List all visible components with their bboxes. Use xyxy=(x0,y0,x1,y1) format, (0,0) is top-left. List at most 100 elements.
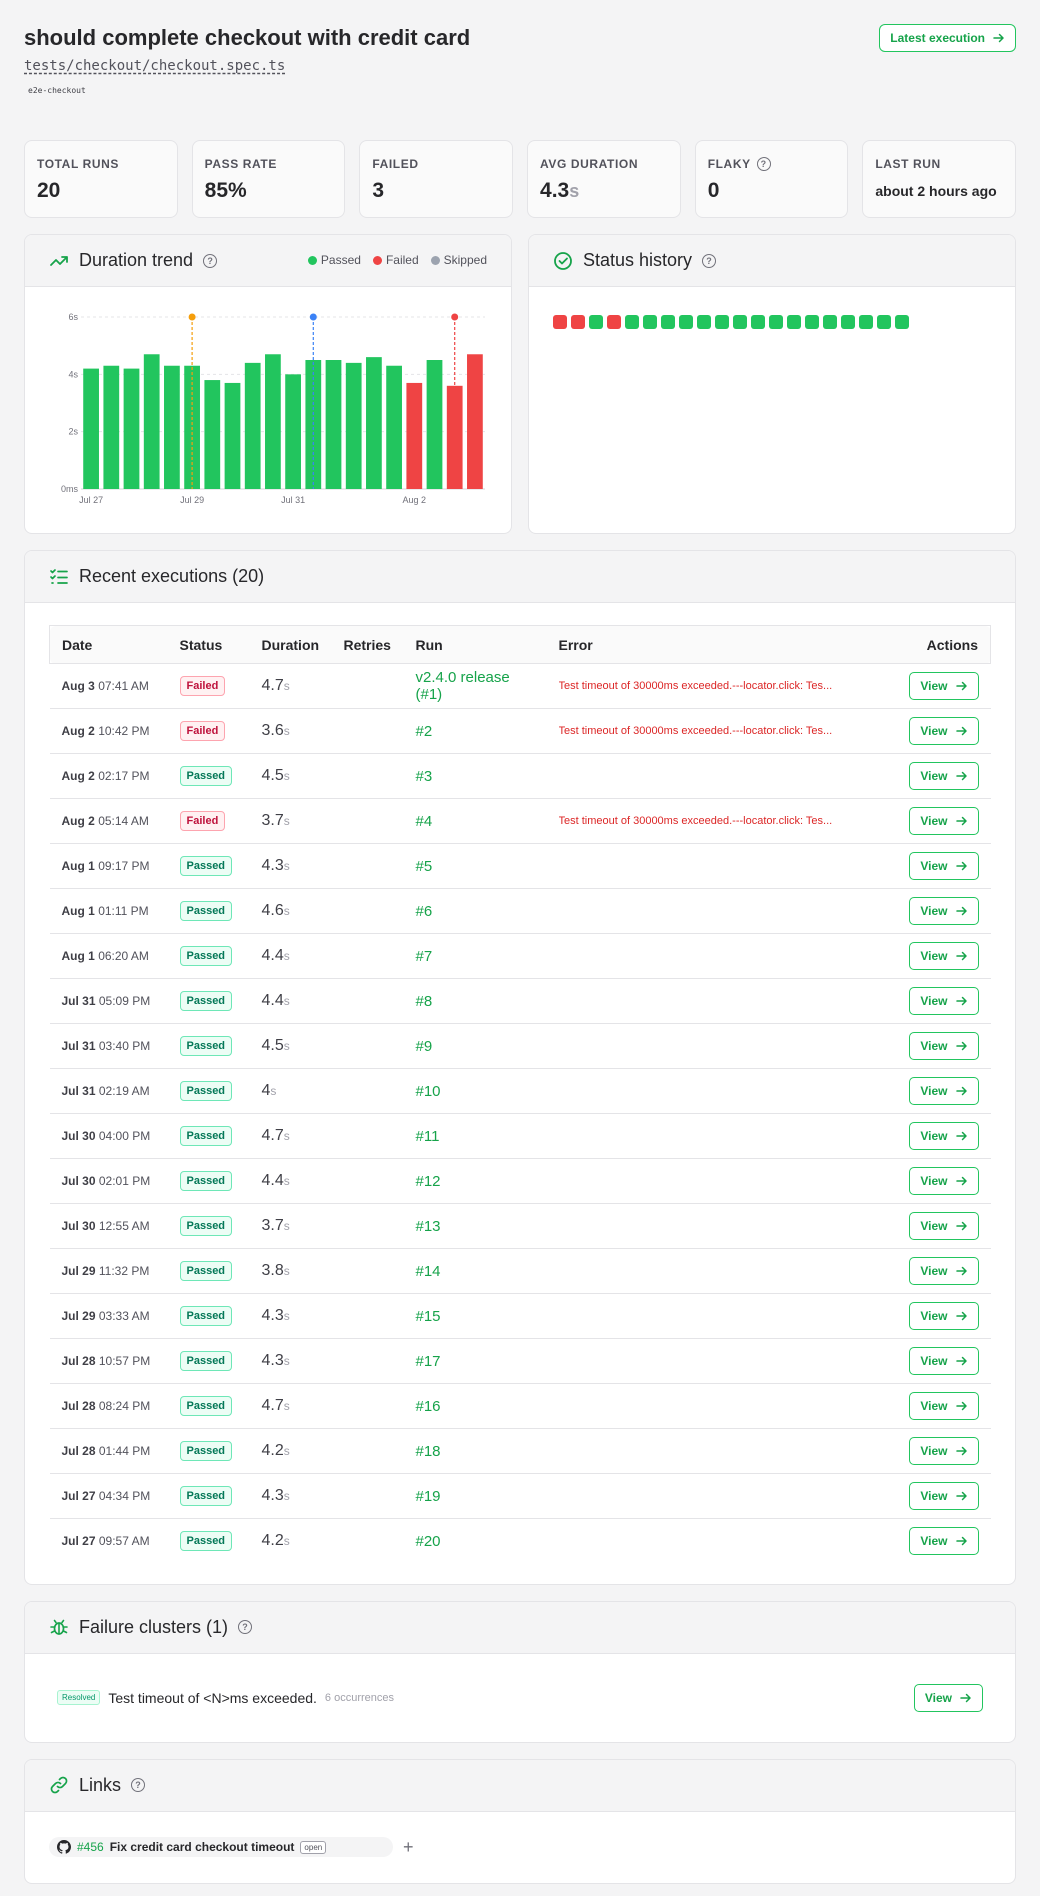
run-link[interactable]: #19 xyxy=(415,1487,441,1505)
col-duration[interactable]: Duration xyxy=(249,625,332,664)
duration-bar-passed[interactable] xyxy=(224,382,241,489)
status-square-passed[interactable] xyxy=(715,315,729,329)
table-row[interactable]: Jul 28 10:57 PM Passed 4.3s #17 View xyxy=(49,1338,991,1384)
col-date[interactable]: Date xyxy=(49,625,168,664)
view-button[interactable]: View xyxy=(909,1167,979,1195)
view-button[interactable]: View xyxy=(909,762,979,790)
legend-skipped[interactable]: Skipped xyxy=(430,253,487,267)
duration-bar-passed[interactable] xyxy=(325,360,342,489)
table-row[interactable]: Aug 2 02:17 PM Passed 4.5s #3 View xyxy=(49,753,991,799)
table-row[interactable]: Jul 30 02:01 PM Passed 4.4s #12 View xyxy=(49,1158,991,1204)
status-square-passed[interactable] xyxy=(841,315,855,329)
duration-bar-passed[interactable] xyxy=(244,362,261,489)
help-icon[interactable]: ? xyxy=(756,157,771,171)
duration-bar-failed[interactable] xyxy=(467,354,483,489)
run-link[interactable]: #13 xyxy=(415,1217,441,1235)
table-row[interactable]: Jul 31 02:19 AM Passed 4s #10 View xyxy=(49,1068,991,1114)
table-row[interactable]: Jul 28 08:24 PM Passed 4.7s #16 View xyxy=(49,1383,991,1429)
run-link[interactable]: #16 xyxy=(415,1397,441,1415)
status-square-failed[interactable] xyxy=(553,315,567,329)
status-square-passed[interactable] xyxy=(643,315,657,329)
view-button[interactable]: View xyxy=(909,1077,979,1105)
table-row[interactable]: Aug 1 01:11 PM Passed 4.6s #6 View xyxy=(49,888,991,934)
table-row[interactable]: Jul 27 04:34 PM Passed 4.3s #19 View xyxy=(49,1473,991,1519)
duration-bar-passed[interactable] xyxy=(123,368,140,489)
status-square-passed[interactable] xyxy=(823,315,837,329)
add-link-button[interactable]: + xyxy=(403,1836,414,1857)
run-link[interactable]: #11 xyxy=(415,1127,440,1145)
status-square-passed[interactable] xyxy=(733,315,747,329)
help-icon[interactable]: ? xyxy=(238,1620,253,1634)
run-link[interactable]: v2.4.0 release (#1) xyxy=(415,669,510,703)
cluster-view-button[interactable]: View xyxy=(913,1683,983,1712)
table-row[interactable]: Jul 29 11:32 PM Passed 3.8s #14 View xyxy=(49,1248,991,1294)
table-row[interactable]: Aug 1 09:17 PM Passed 4.3s #5 View xyxy=(49,843,991,889)
duration-bar-failed[interactable] xyxy=(406,382,423,489)
help-icon[interactable]: ? xyxy=(203,253,218,268)
view-button[interactable]: View xyxy=(909,807,979,835)
view-button[interactable]: View xyxy=(909,1032,979,1060)
legend-failed[interactable]: Failed xyxy=(372,253,419,267)
table-row[interactable]: Jul 30 12:55 AM Passed 3.7s #13 View xyxy=(49,1203,991,1249)
run-link[interactable]: #17 xyxy=(415,1352,441,1370)
status-square-passed[interactable] xyxy=(661,315,675,329)
status-square-passed[interactable] xyxy=(751,315,765,329)
table-row[interactable]: Aug 2 10:42 PM Failed 3.6s #2 Test timeout o… xyxy=(49,708,991,754)
status-square-passed[interactable] xyxy=(787,315,801,329)
run-link[interactable]: #10 xyxy=(415,1082,441,1100)
col-retries[interactable]: Retries xyxy=(331,625,404,664)
latest-execution-button[interactable]: Latest execution xyxy=(879,24,1016,52)
duration-bar-passed[interactable] xyxy=(164,365,180,489)
run-link[interactable]: #15 xyxy=(415,1307,441,1325)
status-square-passed[interactable] xyxy=(859,315,873,329)
duration-bar-passed[interactable] xyxy=(83,368,99,489)
table-row[interactable]: Jul 30 04:00 PM Passed 4.7s #11 View xyxy=(49,1113,991,1159)
status-square-failed[interactable] xyxy=(607,315,621,329)
duration-bar-passed[interactable] xyxy=(103,365,120,489)
view-button[interactable]: View xyxy=(909,717,979,745)
view-button[interactable]: View xyxy=(909,1482,979,1510)
view-button[interactable]: View xyxy=(909,1527,979,1556)
table-row[interactable]: Jul 28 01:44 PM Passed 4.2s #18 View xyxy=(49,1428,991,1474)
linked-issue[interactable]: #456 Fix credit card checkout timeout op… xyxy=(49,1837,393,1857)
view-button[interactable]: View xyxy=(909,1437,979,1465)
view-button[interactable]: View xyxy=(909,1392,979,1420)
status-square-passed[interactable] xyxy=(697,315,711,329)
col-run[interactable]: Run xyxy=(403,625,547,664)
status-square-passed[interactable] xyxy=(589,315,603,329)
run-link[interactable]: #12 xyxy=(415,1172,441,1190)
duration-bar-passed[interactable] xyxy=(426,360,443,489)
col-error[interactable]: Error xyxy=(546,625,898,664)
view-button[interactable]: View xyxy=(909,942,979,970)
status-square-passed[interactable] xyxy=(769,315,783,329)
run-link[interactable]: #20 xyxy=(415,1532,441,1550)
view-button[interactable]: View xyxy=(909,1257,979,1285)
view-button[interactable]: View xyxy=(909,987,979,1015)
table-row[interactable]: Aug 1 06:20 AM Passed 4.4s #7 View xyxy=(49,933,991,979)
run-link[interactable]: #5 xyxy=(415,857,433,875)
help-icon[interactable]: ? xyxy=(131,1778,146,1792)
view-button[interactable]: View xyxy=(909,672,979,700)
view-button[interactable]: View xyxy=(909,1212,979,1240)
col-status[interactable]: Status xyxy=(167,625,250,664)
status-square-passed[interactable] xyxy=(877,315,891,329)
duration-bar-passed[interactable] xyxy=(366,357,382,489)
run-link[interactable]: #6 xyxy=(415,902,433,920)
help-icon[interactable]: ? xyxy=(702,253,717,268)
view-button[interactable]: View xyxy=(909,852,979,880)
status-square-passed[interactable] xyxy=(805,315,819,329)
duration-bar-passed[interactable] xyxy=(204,380,221,489)
run-link[interactable]: #14 xyxy=(415,1262,441,1280)
view-button[interactable]: View xyxy=(909,1302,979,1330)
run-link[interactable]: #9 xyxy=(415,1037,433,1055)
table-row[interactable]: Aug 2 05:14 AM Failed 3.7s #4 Test timeout o… xyxy=(49,798,991,844)
duration-bar-passed[interactable] xyxy=(265,354,281,489)
status-square-passed[interactable] xyxy=(679,315,693,329)
duration-bar-passed[interactable] xyxy=(285,374,301,489)
run-link[interactable]: #2 xyxy=(415,722,433,740)
status-square-passed[interactable] xyxy=(625,315,639,329)
run-marker-dot[interactable] xyxy=(451,313,459,321)
run-marker-dot[interactable] xyxy=(309,313,317,321)
duration-bar-passed[interactable] xyxy=(386,365,402,489)
view-button[interactable]: View xyxy=(909,897,979,925)
